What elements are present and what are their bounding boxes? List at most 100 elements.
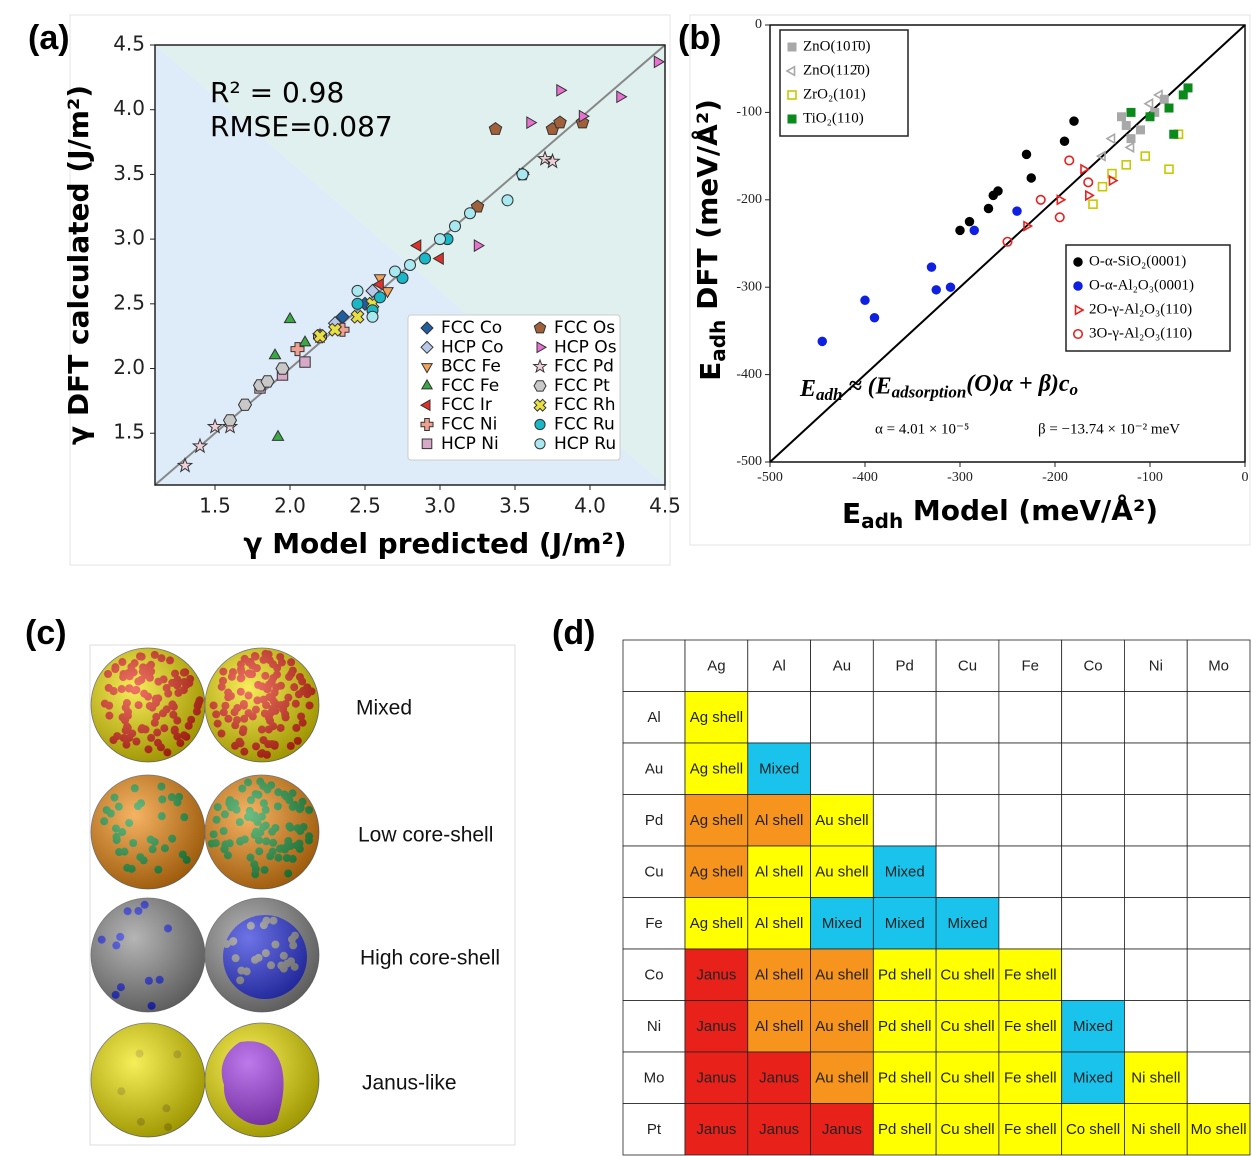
cell-text: Au shell [815,967,868,984]
cell-text: Al shell [755,812,803,829]
text-part: adh [706,320,730,362]
cell-text: Mixed [885,864,925,881]
particle-label: High core-shell [360,947,500,970]
parameter: α = 4.01 × 10⁻⁵ [875,421,969,437]
legend-marker [1074,258,1083,267]
panel-label: (c) [25,614,67,652]
table-cell [1187,692,1250,744]
cell-text: Al shell [755,915,803,932]
marker [1127,108,1135,116]
header-text: Pd [645,812,663,829]
marker [1122,122,1130,130]
table-cell [936,692,999,744]
marker [389,266,400,277]
table-cell [1187,1052,1250,1104]
y-tick-label: -100 [736,105,762,120]
cell-text: Pd shell [878,1070,931,1087]
cell-text: Au shell [815,864,868,881]
table-cell [936,846,999,898]
axis-title: γ Model predicted (J/m²) [243,527,626,560]
cell-text: Au shell [815,1018,868,1035]
table-cell [1124,846,1187,898]
header-text: Mo [1208,658,1229,675]
cell-text: Al shell [755,864,803,881]
marker [965,217,974,226]
header-text: Ni [647,1018,661,1035]
particle-label: Mixed [356,697,412,720]
cell-text: Fe shell [1004,1121,1057,1138]
x-tick-label: -500 [757,470,783,485]
header-text: Au [833,658,851,675]
legend-label: FCC Ir [441,395,492,415]
cell-text: Janus [822,1121,862,1138]
x-tick-label: -300 [947,470,973,485]
marker [1022,150,1031,159]
legend-label: HCP Os [554,337,617,357]
marker [404,259,415,270]
marker [261,376,274,387]
text-part: ≈ (E [842,373,891,399]
legend-marker [535,419,545,429]
cell-text: Ag shell [690,709,743,726]
header-text: Pd [896,658,914,675]
cell-text: Al shell [755,967,803,984]
marker [352,298,363,309]
marker [464,208,475,219]
marker [1170,130,1178,138]
marker [861,296,870,305]
legend-label: FCC Fe [441,376,499,396]
header-text: Al [647,709,660,726]
cell-text: Janus [759,1121,799,1138]
header-text: Al [772,658,785,675]
x-tick-label: -200 [1042,470,1068,485]
cell-text: Janus [696,1070,736,1087]
table-cell [811,743,874,795]
parameter: β = −13.74 × 10⁻² meV [1038,421,1180,437]
marker [956,226,965,235]
marker [818,337,827,346]
shading [205,648,319,762]
shading [205,898,319,1012]
cell-text: Janus [759,1070,799,1087]
y-tick-label: -400 [736,367,762,382]
figure: (a) (b) (c) (d) 1.52.02.53.03.54.04.51.5… [0,0,1252,1156]
table-cell [623,640,685,692]
cell-text: Cu shell [940,1121,994,1138]
text-part: E [799,376,816,402]
cell-text: Mixed [1073,1070,1113,1087]
text-part: Model (meV/Å²) [903,493,1158,527]
marker [374,292,385,303]
table-cell [1062,949,1125,1001]
table-cell [936,743,999,795]
table-cell [1124,795,1187,847]
marker [1013,207,1022,216]
text-part: o [1070,380,1079,399]
header-text: Co [644,967,663,984]
cell-text: Au shell [815,1070,868,1087]
shading [91,1023,205,1137]
y-tick-label: 3.0 [113,226,145,250]
marker [1137,126,1145,134]
cell-text: Ag shell [690,812,743,829]
marker [1127,135,1135,143]
table-cell [1124,743,1187,795]
cell-text: Janus [696,1018,736,1035]
legend-label: O-α-Al₂O₃(0001) [1089,277,1194,293]
shading [91,898,205,1012]
marker [224,415,237,426]
legend-marker [1074,282,1083,291]
x-tick-label: -400 [852,470,878,485]
particle-label: Janus-like [362,1072,457,1095]
marker [367,311,378,322]
legend-marker [535,439,545,449]
shading [205,775,319,889]
table-cell [999,743,1062,795]
marker [1165,104,1173,112]
marker [932,286,941,295]
shading [91,775,205,889]
table-cell [999,846,1062,898]
legend-label: BCC Fe [441,357,501,377]
marker [276,363,289,374]
x-tick-label: 3.0 [424,494,456,518]
legend-label: FCC Co [441,318,502,338]
